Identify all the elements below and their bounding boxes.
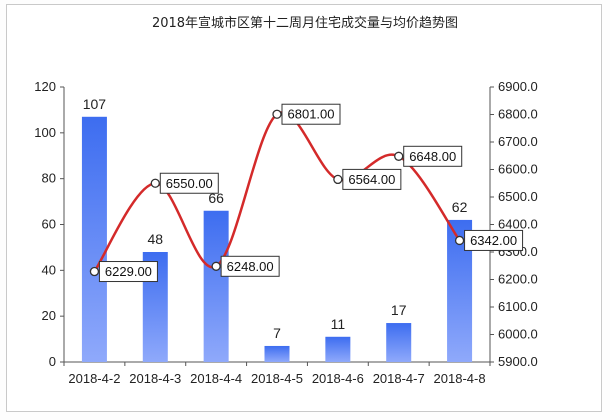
line-label-box — [281, 103, 341, 125]
bar-value-label: 62 — [452, 199, 468, 215]
left-tick-label: 40 — [42, 262, 56, 277]
right-tick-label: 6900.0 — [498, 79, 538, 94]
line-label-box — [464, 229, 524, 251]
line-point — [454, 235, 465, 246]
line-value-label: 6648.00 — [409, 149, 456, 164]
right-tick-label: 6000.0 — [498, 327, 538, 342]
bar — [325, 336, 351, 362]
line-point — [394, 151, 404, 161]
line-point — [272, 109, 282, 119]
axes: 0204060801001205900.06000.06100.06200.06… — [34, 79, 537, 386]
bar — [386, 323, 412, 362]
x-tick-label: 2018-4-4 — [190, 371, 242, 386]
chart-title: 2018年宣城市区第十二周月住宅成交量与均价趋势图 — [152, 15, 458, 31]
right-tick-label: 6800.0 — [498, 107, 538, 122]
bar-value-label: 7 — [273, 325, 281, 341]
right-tick-label: 6700.0 — [498, 134, 538, 149]
bar-value-label: 17 — [391, 302, 407, 318]
left-tick-label: 60 — [42, 217, 56, 232]
x-tick-label: 2018-4-2 — [68, 371, 120, 386]
line-value-label: 6550.00 — [166, 176, 213, 191]
left-tick-label: 120 — [34, 79, 56, 94]
right-tick-label: 6200.0 — [498, 272, 538, 287]
chart: 2018年宣城市区第十二周月住宅成交量与均价趋势图 0 20 40 60 80 100 12… — [34, 15, 537, 386]
line-layer: 6229.00 6550.00 6248.00 6801.00 6564.00 6648.… — [89, 103, 524, 283]
bar-value-label: 48 — [147, 231, 163, 247]
x-tick-label: 2018-4-5 — [251, 371, 303, 386]
left-tick-label: 20 — [42, 308, 56, 323]
x-tick-label: 2018-4-6 — [312, 371, 364, 386]
left-tick-label: 80 — [42, 171, 56, 186]
right-tick-label: 6400.0 — [498, 217, 538, 232]
right-tick-label: 6100.0 — [498, 299, 538, 314]
bar — [203, 210, 229, 362]
bar-value-label: 11 — [331, 316, 346, 332]
line-label-box — [403, 145, 463, 167]
right-tick-label: 6600.0 — [498, 162, 538, 177]
x-tick-label: 2018-4-3 — [129, 371, 181, 386]
line-point — [333, 174, 343, 185]
line-value-label: 6801.00 — [288, 107, 335, 122]
line-value-label: 6248.00 — [227, 259, 274, 274]
line-point — [211, 261, 221, 271]
line-label-box — [98, 261, 158, 283]
chart-frame: 2018年宣城市区第十二周月住宅成交量与均价趋势图 0 20 40 60 80 100 12… — [6, 4, 602, 412]
right-tick-label: 6500.0 — [498, 189, 538, 204]
line-point — [150, 178, 160, 188]
left-tick-label: 0 — [49, 354, 56, 369]
price-line — [93, 111, 461, 273]
bar — [264, 345, 290, 362]
bar-value-label: 107 — [83, 96, 107, 112]
line-point — [89, 266, 100, 277]
line-label-box — [220, 255, 280, 277]
left-tick-label: 100 — [34, 125, 56, 140]
bar — [81, 116, 107, 363]
line-value-label: 6229.00 — [105, 264, 152, 279]
right-tick-label: 5900.0 — [498, 354, 538, 369]
x-tick-label: 2018-4-7 — [373, 371, 425, 386]
line-label-box — [159, 172, 219, 194]
x-tick-label: 2018-4-8 — [434, 371, 486, 386]
line-label-box — [342, 168, 402, 190]
line-value-label: 6564.00 — [348, 172, 395, 187]
line-value-label: 6342.00 — [470, 233, 517, 248]
